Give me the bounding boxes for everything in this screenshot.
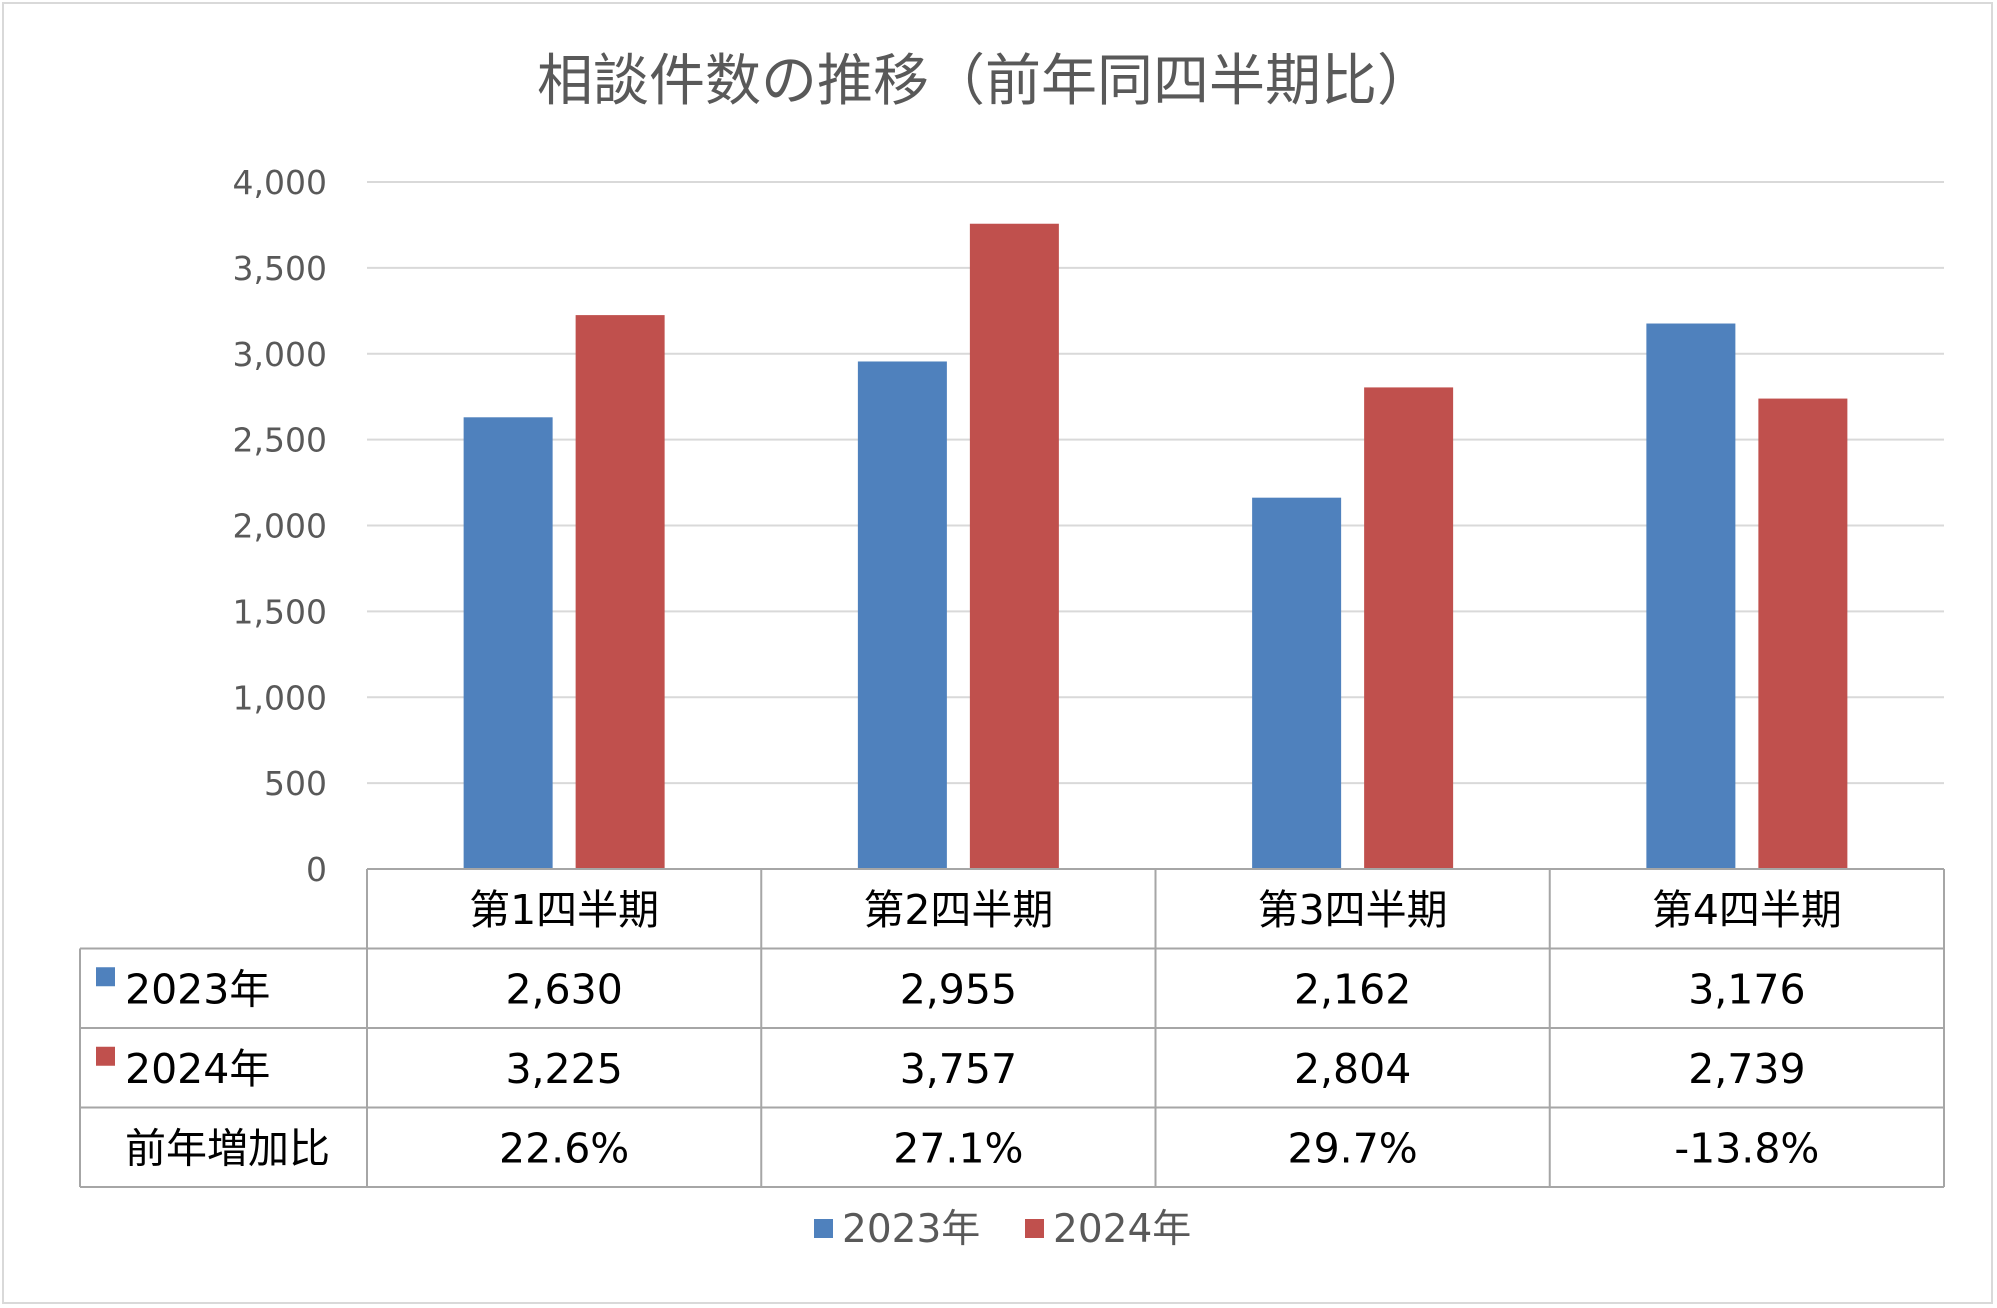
chart-title: 相談件数の推移（前年同四半期比） — [537, 49, 1433, 114]
bar-2023-q2 — [857, 361, 947, 869]
series-name: 2023年 — [125, 965, 270, 1013]
category-label: 第1四半期 — [469, 886, 659, 934]
category-label: 第4四半期 — [1652, 886, 1842, 934]
y-tick-label: 0 — [306, 850, 327, 889]
data-label: 3,225 — [505, 1045, 622, 1093]
bar-2023-q3 — [1252, 497, 1342, 869]
y-tick-label: 1,500 — [233, 592, 327, 631]
y-axis-tick-labels: 0 500 1,000 1,500 2,000 2,500 3,000 3,500 4,000 — [233, 163, 327, 889]
y-tick-label: 4,000 — [233, 163, 327, 202]
legend-swatch-2023 — [814, 1219, 833, 1238]
growth-value: 27.1% — [893, 1124, 1023, 1172]
bar-2023-q4 — [1646, 323, 1736, 870]
data-label: 2,162 — [1294, 965, 1411, 1013]
y-tick-label: 2,500 — [233, 421, 327, 460]
bar-2023-q1 — [463, 417, 553, 869]
category-label: 第2四半期 — [863, 886, 1053, 934]
growth-row-label: 前年増加比 — [125, 1124, 330, 1172]
legend-label: 2023年 — [842, 1207, 980, 1252]
series-key-2023 — [96, 967, 115, 987]
legend-swatch-2024 — [1025, 1219, 1044, 1238]
data-label: 2,804 — [1294, 1045, 1411, 1093]
data-label: 3,757 — [900, 1045, 1017, 1093]
data-label: 2,955 — [900, 965, 1017, 1013]
data-label: 3,176 — [1688, 965, 1805, 1013]
growth-value: 29.7% — [1288, 1124, 1418, 1172]
series-name: 2024年 — [125, 1045, 270, 1093]
category-label: 第3四半期 — [1258, 886, 1448, 934]
growth-value: -13.8% — [1674, 1124, 1819, 1172]
growth-value: 22.6% — [499, 1124, 629, 1172]
y-tick-label: 1,000 — [233, 678, 327, 717]
series-key-2024 — [96, 1046, 115, 1066]
y-tick-label: 3,500 — [233, 249, 327, 288]
y-tick-label: 2,000 — [233, 507, 327, 546]
y-tick-label: 3,000 — [233, 335, 327, 374]
bar-2024-q3 — [1364, 387, 1454, 869]
data-label: 2,630 — [505, 965, 622, 1013]
bar-2024-q2 — [969, 223, 1059, 870]
legend: 2023年 2024年 — [814, 1207, 1191, 1252]
data-label: 2,739 — [1688, 1045, 1805, 1093]
y-tick-label: 500 — [264, 764, 327, 803]
data-table: 第1四半期 第2四半期 第3四半期 第4四半期 2023年 2,630 2,955 2,162… — [79, 868, 1945, 1188]
bar-2024-q1 — [575, 315, 665, 869]
bar-2024-q4 — [1758, 398, 1848, 869]
bars — [463, 223, 1848, 870]
legend-label: 2024年 — [1053, 1207, 1191, 1252]
